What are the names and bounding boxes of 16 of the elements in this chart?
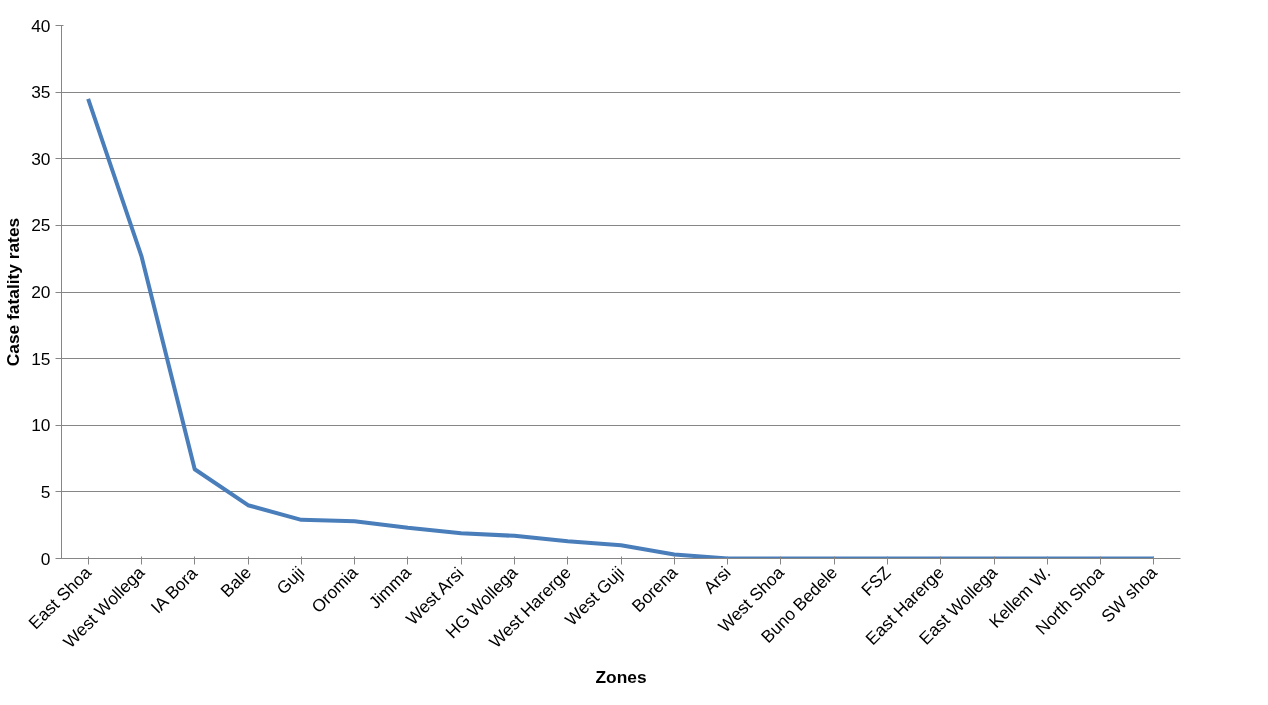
x-tick-label: Guji <box>272 562 309 599</box>
y-tick-label: 10 <box>31 415 51 436</box>
x-tick-label: Arsi <box>699 562 735 598</box>
x-axis-title: Zones <box>595 667 647 687</box>
y-tick-label: 40 <box>31 15 51 36</box>
y-tick-label: 25 <box>31 215 51 236</box>
y-tick-label: 35 <box>31 82 51 103</box>
y-tick-label: 15 <box>31 348 51 369</box>
y-tick-label: 30 <box>31 148 51 169</box>
x-tick-label: Bale <box>216 562 256 602</box>
line-series <box>86 96 1156 559</box>
y-axis-title: Case fatality rates <box>3 217 24 367</box>
y-tick-label: 20 <box>31 282 51 302</box>
y-tick-label: 0 <box>40 548 51 569</box>
y-tick-label: 5 <box>40 481 51 502</box>
x-tick-label: IA Bora <box>146 562 202 618</box>
